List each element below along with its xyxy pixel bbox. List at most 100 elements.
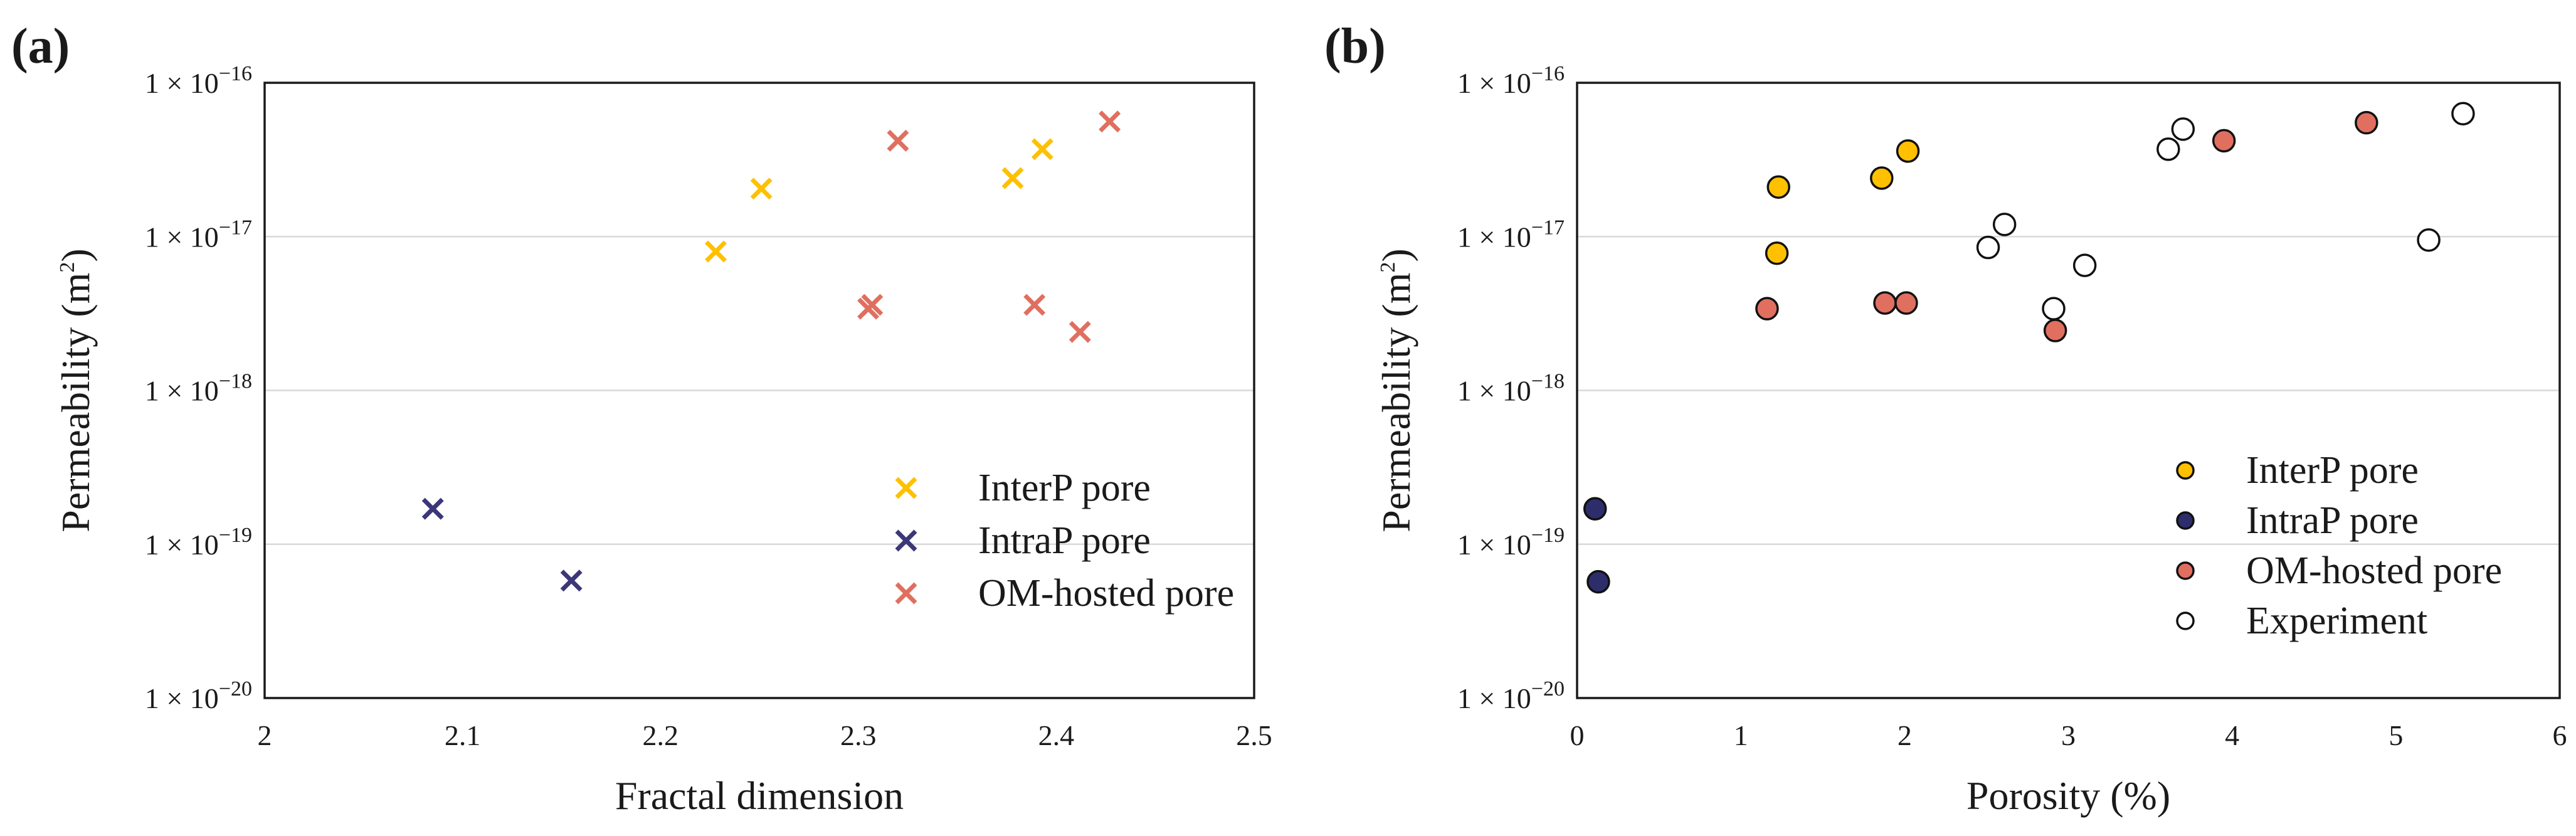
y-tick-base: 1 × 10 [1457,67,1531,99]
data-point [887,129,909,152]
data-point [1976,235,2000,260]
y-tick-exponent: −19 [1531,524,1565,547]
x-tick-label: 6 [2553,719,2567,751]
data-point [857,297,880,320]
plot-frame [263,82,1255,699]
data-point [421,497,444,520]
y-tick-label: 1 × 10−19 [145,524,252,561]
series-om-hosted-pore [1755,110,2378,342]
data-point [1873,291,1897,315]
x-tick-label: 5 [2389,719,2403,751]
legend-marker [895,477,917,499]
y-axis-title: Permeability (m2) [1374,248,1418,532]
series-om-hosted-pore [857,110,1121,343]
data-point [1896,139,1920,163]
x-tick-label: 2 [1898,719,1912,751]
legend-marker [895,582,917,605]
y-tick-exponent: −16 [1531,62,1565,85]
x-tick-label: 0 [1570,719,1585,751]
chart-panel-b: (b)1 × 10−161 × 10−171 × 10−181 × 10−191… [1324,19,2567,818]
data-point [1992,213,2017,236]
x-tick-label: 2 [258,719,272,751]
y-tick-label: 1 × 10−16 [145,62,252,99]
data-point [1766,175,1790,199]
y-axis-title-sup: 2 [56,262,79,273]
y-tick-exponent: −18 [219,370,252,393]
legend: InterP pore IntraP pore OM-hosted pore [895,467,1234,615]
x-tick-label: 4 [2225,719,2239,751]
y-tick-label: 1 × 10−20 [145,677,252,714]
x-tick-label: 2.5 [1236,719,1272,751]
data-point [1765,241,1789,265]
y-tick-exponent: −17 [1531,216,1565,239]
chart-panel-a: (a)1 × 10−161 × 10−171 × 10−181 × 10−191… [11,19,1272,818]
data-point [1755,297,1779,320]
x-tick-label: 2.1 [445,719,481,751]
data-point [1894,291,1918,315]
data-point [2212,129,2236,153]
data-point [2355,110,2378,135]
data-point [2171,117,2195,141]
plot-frame [1576,82,2561,699]
legend-label: InterP pore [978,467,1151,509]
data-point [1583,497,1607,521]
y-tick-label: 1 × 10−19 [1457,524,1565,561]
y-tick-exponent: −16 [219,62,252,85]
data-point [1001,167,1024,189]
legend-label: OM-hosted pore [978,572,1234,615]
panel-label: (b) [1324,19,1386,74]
y-tick-base: 1 × 10 [145,221,219,253]
y-tick-base: 1 × 10 [145,682,219,714]
series-intrap-pore [421,497,583,592]
y-axis-title-end: ) [1374,248,1418,262]
legend-label: InterP pore [2246,449,2419,492]
y-tick-exponent: −19 [219,524,252,547]
y-tick-exponent: −20 [1531,677,1565,701]
legend-label: IntraP pore [978,519,1151,562]
x-axis-title: Fractal dimension [615,773,904,818]
legend-marker [2176,511,2195,530]
y-tick-base: 1 × 10 [145,529,219,561]
y-tick-exponent: −17 [219,216,252,239]
y-tick-base: 1 × 10 [1457,375,1531,407]
data-point [2042,297,2066,320]
x-tick-label: 3 [2061,719,2076,751]
x-tick-label: 2.2 [642,719,678,751]
legend-marker [2176,611,2195,630]
data-point [750,177,773,200]
x-tick-label: 2.3 [840,719,877,751]
x-tick-label: 1 [1734,719,1748,751]
legend-label: OM-hosted pore [2246,549,2502,592]
y-tick-exponent: −20 [219,677,252,701]
x-tick-label: 2.4 [1038,719,1075,751]
y-tick-label: 1 × 10−18 [145,370,252,407]
y-tick-label: 1 × 10−17 [145,216,252,253]
data-point [1870,166,1894,190]
series-interp-pore [705,138,1053,263]
legend-marker [2176,461,2195,480]
y-tick-exponent: −18 [1531,370,1565,393]
data-point [2156,137,2180,161]
y-tick-label: 1 × 10−17 [1457,216,1565,253]
y-axis-title-sup: 2 [1376,262,1400,273]
data-point [2043,319,2067,342]
y-tick-base: 1 × 10 [1457,682,1531,714]
y-tick-label: 1 × 10−20 [1457,677,1565,714]
y-axis-title-main: Permeability (m [53,273,98,532]
x-axis-title: Porosity (%) [1966,773,2170,818]
y-axis-title: Permeability (m2) [53,248,98,532]
series-experiment [1976,102,2475,320]
data-point [1069,320,1091,343]
y-tick-label: 1 × 10−16 [1457,62,1565,99]
legend-marker [895,529,917,552]
y-axis-title-main: Permeability (m [1374,273,1418,532]
y-tick-label: 1 × 10−18 [1457,370,1565,407]
data-point [705,240,727,263]
data-point [2451,102,2475,125]
legend-label: IntraP pore [2246,499,2419,542]
y-axis-title-end: ) [53,248,98,262]
data-point [1099,110,1121,133]
data-point [1023,294,1046,316]
y-tick-base: 1 × 10 [1457,529,1531,561]
